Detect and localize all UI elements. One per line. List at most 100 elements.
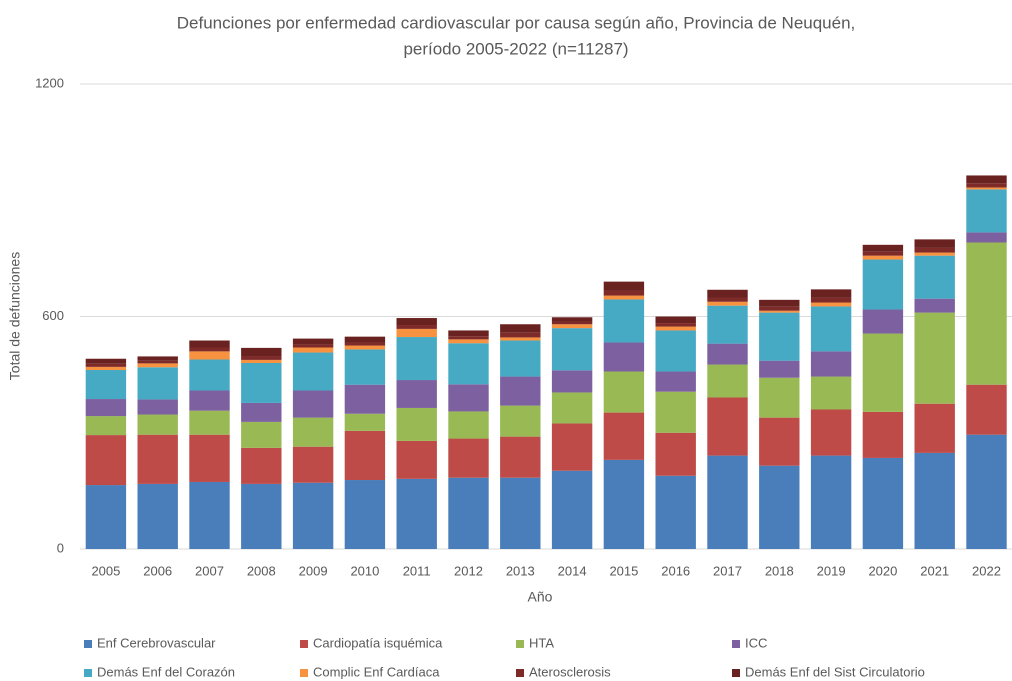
legend-label: ICC — [745, 635, 767, 650]
bar-segment — [551, 370, 593, 393]
bar-segment — [241, 363, 282, 403]
x-tick-label: 2020 — [868, 563, 897, 578]
x-tick-label: 2006 — [143, 563, 172, 578]
bar-segment — [707, 305, 748, 344]
bar-segment — [810, 297, 852, 303]
bar-segment — [85, 358, 127, 364]
bar-segment — [189, 434, 230, 482]
bar-segment — [137, 399, 178, 415]
bar-segment — [759, 306, 800, 311]
bar-segment — [396, 478, 437, 549]
bar-segment — [189, 481, 230, 549]
bar-segment — [914, 312, 955, 404]
bar-segment — [551, 321, 593, 325]
bar-segment — [707, 455, 748, 549]
bar-segment — [862, 251, 904, 256]
x-axis-title: Año — [528, 589, 553, 605]
bar-segment — [292, 344, 334, 348]
bar-segment — [603, 459, 645, 549]
bar-segment — [810, 455, 852, 549]
bar-segment — [603, 342, 645, 372]
x-tick-label: 2021 — [920, 563, 949, 578]
bar-segment — [189, 347, 230, 352]
bar-segment — [85, 435, 127, 486]
y-axis-title: Total de defunciones — [7, 252, 23, 380]
bar-segment — [448, 384, 489, 412]
bar-segment — [137, 367, 178, 400]
bar-segment — [448, 336, 489, 340]
bar-segment — [862, 309, 904, 334]
bar-segment — [344, 345, 386, 350]
bar-segment — [241, 447, 282, 484]
x-tick-label: 2022 — [972, 563, 1001, 578]
y-tick-label: 600 — [42, 308, 64, 323]
bar-segment — [810, 376, 852, 410]
legend-swatch — [300, 640, 308, 648]
x-tick-label: 2008 — [247, 563, 276, 578]
x-tick-label: 2015 — [609, 563, 638, 578]
legend-swatch — [516, 640, 524, 648]
bar-segment — [137, 434, 178, 484]
x-tick-label: 2013 — [506, 563, 535, 578]
bar-segment — [862, 333, 904, 412]
bar-segment — [189, 390, 230, 411]
bar-segment — [551, 392, 593, 424]
bar-segment — [810, 306, 852, 352]
bar-segment — [500, 332, 541, 338]
bar-segment — [448, 343, 489, 385]
bar-segment — [759, 377, 800, 418]
bar-segment — [396, 380, 437, 408]
x-tick-label: 2016 — [661, 563, 690, 578]
legend-swatch — [516, 669, 524, 677]
legend-swatch — [84, 640, 92, 648]
bar-segment — [551, 470, 593, 549]
bar-segment — [551, 317, 593, 322]
bar-segment — [603, 290, 645, 296]
bar-segment — [137, 356, 178, 361]
bar-segment — [241, 483, 282, 549]
x-tick-label: 2010 — [350, 563, 379, 578]
bar-segment — [189, 410, 230, 435]
bar-segment — [810, 351, 852, 377]
legend-swatch — [732, 669, 740, 677]
bar-segment — [603, 371, 645, 413]
bar-segment — [551, 328, 593, 371]
bar-segment — [759, 312, 800, 361]
bar-segment — [292, 417, 334, 447]
bar-segment — [603, 281, 645, 291]
bar-segment — [655, 326, 696, 331]
bar-segment — [396, 407, 437, 441]
chart-title: Defunciones por enfermedad cardiovascula… — [177, 13, 856, 32]
bar-segment — [966, 183, 1007, 188]
bar-segment — [914, 298, 955, 313]
legend-label: Enf Cerebrovascular — [97, 635, 216, 650]
legend-label: HTA — [529, 635, 554, 650]
x-tick-label: 2011 — [403, 563, 431, 578]
bar-segment — [862, 244, 904, 252]
x-tick-label: 2019 — [817, 563, 846, 578]
bar-segment — [500, 376, 541, 406]
bar-segment — [810, 409, 852, 456]
bar-segment — [396, 325, 437, 329]
bar-segment — [292, 338, 334, 345]
legend-swatch — [300, 669, 308, 677]
bar-segment — [655, 371, 696, 392]
bar-segment — [241, 421, 282, 448]
bar-segment — [603, 295, 645, 300]
bar-segment — [396, 440, 437, 479]
bar-segment — [551, 423, 593, 471]
bar-segment — [137, 360, 178, 364]
bar-segment — [966, 384, 1007, 435]
bar-segment — [292, 347, 334, 353]
x-tick-label: 2012 — [454, 563, 483, 578]
bar-segment — [137, 483, 178, 549]
bar-segment — [966, 242, 1007, 385]
bar-segment — [707, 289, 748, 298]
x-tick-label: 2009 — [299, 563, 328, 578]
x-tick-label: 2018 — [765, 563, 794, 578]
bar-segment — [292, 446, 334, 483]
bar-segment — [603, 412, 645, 460]
bar-segment — [241, 356, 282, 360]
bar-segment — [914, 255, 955, 299]
bar-segment — [551, 324, 593, 329]
